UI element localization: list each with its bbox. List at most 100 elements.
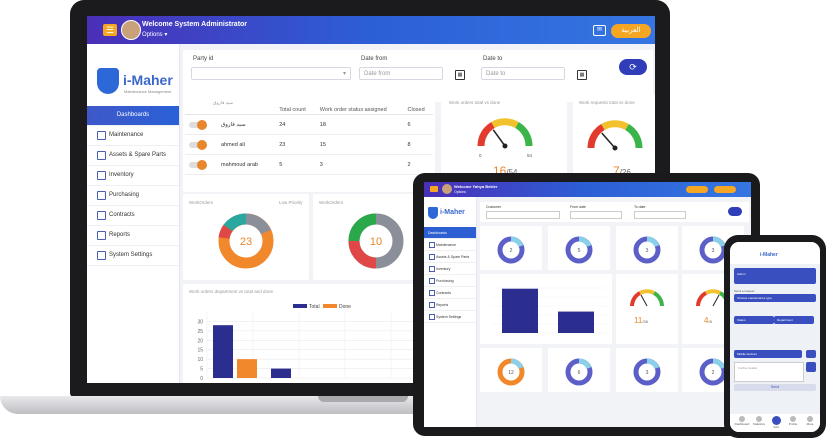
form-row[interactable]: Department bbox=[774, 316, 814, 324]
sidebar-item-maintenance[interactable]: Maintenance bbox=[87, 126, 179, 146]
tablet-sidebar: i-Maher Dashboards Maintenance Assets & Sp… bbox=[424, 197, 477, 427]
details-textarea[interactable]: Further details bbox=[734, 362, 804, 382]
options-dropdown[interactable]: Options bbox=[454, 190, 467, 194]
menu-icon[interactable]: ☰ bbox=[103, 24, 117, 36]
nav-icon bbox=[429, 242, 435, 248]
nav-icon bbox=[739, 416, 745, 422]
bottom-nav-dashboard[interactable]: Dashboard bbox=[734, 416, 750, 430]
calendar-icon[interactable]: ▦ bbox=[577, 70, 587, 80]
document-icon bbox=[97, 211, 106, 220]
form-row-label: Choose maintenance type bbox=[737, 296, 772, 300]
menu-icon[interactable] bbox=[430, 186, 438, 192]
customer-select[interactable] bbox=[486, 211, 560, 219]
form-row[interactable]: Choose maintenance type bbox=[734, 294, 816, 302]
sidebar-item-system-settings[interactable]: System Settings bbox=[424, 311, 476, 323]
nav-label: Add bbox=[773, 425, 779, 429]
sidebar-item-label: Assets & Spare Parts bbox=[436, 255, 470, 259]
bottom-nav-profile[interactable]: Profile bbox=[785, 416, 801, 430]
logo-icon bbox=[428, 207, 438, 219]
bar bbox=[558, 311, 594, 333]
sidebar-item-system-settings[interactable]: System Settings bbox=[87, 246, 179, 266]
bottom-nav-add[interactable]: Add bbox=[768, 416, 784, 430]
sidebar-item-maintenance[interactable]: Maintenance bbox=[424, 239, 476, 251]
sidebar-item-assets-spare-parts[interactable]: Assets & Spare Parts bbox=[424, 251, 476, 263]
sidebar-item-label: Dashboards bbox=[116, 112, 150, 118]
donut-center: 3 bbox=[712, 248, 715, 254]
sidebar-item-inventory[interactable]: Inventory bbox=[87, 166, 179, 186]
tablet-donut-card: 6 bbox=[548, 348, 610, 392]
tablet-filter-bar: Customer From date To date bbox=[480, 202, 749, 222]
cell-total: 24 bbox=[275, 114, 316, 135]
refresh-button[interactable] bbox=[728, 207, 742, 216]
table-row[interactable]: ahmed ali 23 15 8 bbox=[185, 134, 433, 155]
legend-label: Total bbox=[309, 304, 320, 310]
bottom-nav-statistics[interactable]: Statistics bbox=[751, 416, 767, 430]
brand-name: i-Maher bbox=[440, 209, 465, 216]
party-label: Party id bbox=[193, 56, 214, 62]
y-tick-label: 15 bbox=[197, 348, 203, 354]
table-row[interactable]: سيد فاروق 24 18 6 bbox=[185, 114, 433, 135]
language-button[interactable] bbox=[686, 186, 708, 193]
date-to-input[interactable]: Date to bbox=[481, 67, 565, 80]
options-dropdown[interactable]: Options ▾ bbox=[142, 32, 168, 38]
table-card-title: سيد فاروق bbox=[213, 100, 234, 105]
bar bbox=[237, 359, 257, 378]
date-from-input[interactable]: Date from bbox=[359, 67, 443, 80]
sidebar-item-contracts[interactable]: Contracts bbox=[424, 287, 476, 299]
message-icon[interactable]: ✉ bbox=[593, 25, 606, 36]
legend-label: Done bbox=[339, 304, 351, 310]
technician-name: سيد فاروق bbox=[221, 121, 246, 128]
sidebar-item-reports[interactable]: Reports bbox=[87, 226, 179, 246]
language-button[interactable]: العربية bbox=[611, 24, 651, 38]
cell-closed: 6 bbox=[403, 114, 433, 135]
nav-label: Dashboard bbox=[734, 422, 750, 426]
logout-button[interactable] bbox=[714, 186, 736, 193]
bottom-nav-more[interactable]: More bbox=[802, 416, 818, 430]
gauge-value: 4/8 bbox=[704, 316, 712, 325]
calendar-icon[interactable]: ▦ bbox=[455, 70, 465, 80]
donut-center: 3 bbox=[646, 370, 649, 376]
to-date-input[interactable] bbox=[634, 211, 686, 219]
sidebar-item-label: Purchasing bbox=[109, 192, 140, 198]
sidebar-item-inventory[interactable]: Inventory bbox=[424, 263, 476, 275]
brand-name: i-Maher bbox=[760, 252, 778, 258]
toggle-switch[interactable] bbox=[189, 161, 201, 168]
avatar[interactable] bbox=[121, 20, 141, 40]
send-button[interactable]: Send bbox=[734, 384, 816, 391]
filter-bar: Party id ▾ Date from Date from ▦ Date to… bbox=[183, 50, 653, 102]
row-avatar-cell: سيد فاروق bbox=[185, 114, 276, 135]
inventory-icon bbox=[97, 171, 106, 180]
donut-chart: 23 bbox=[218, 213, 274, 269]
sidebar-item-assets-spare-parts[interactable]: Assets & Spare Parts bbox=[87, 146, 179, 166]
sidebar-item-dashboards[interactable]: Dashboards bbox=[424, 227, 476, 239]
sidebar-item-label: Inventory bbox=[436, 267, 451, 271]
toggle-switch[interactable] bbox=[189, 141, 201, 148]
sidebar-item-purchasing[interactable]: Purchasing bbox=[87, 186, 179, 206]
cell-total: 5 bbox=[275, 154, 316, 175]
avatar[interactable] bbox=[442, 184, 452, 194]
sidebar-item-label: Reports bbox=[436, 303, 449, 307]
sidebar-item-dashboards[interactable]: Dashboards bbox=[87, 106, 179, 126]
refresh-button[interactable]: ⟳ bbox=[619, 59, 647, 75]
table-row[interactable]: mahmoud arab 5 3 2 bbox=[185, 154, 433, 175]
sidebar-item-reports[interactable]: Reports bbox=[424, 299, 476, 311]
cell-assigned: 15 bbox=[315, 134, 404, 155]
avatar bbox=[197, 139, 207, 150]
laptop-screen: ☰ Welcome System Administrator Options ▾… bbox=[87, 16, 655, 383]
camera-icon[interactable] bbox=[806, 362, 816, 372]
form-row-label: Status bbox=[737, 318, 746, 322]
sidebar-item-contracts[interactable]: Contracts bbox=[87, 206, 179, 226]
add-icon[interactable] bbox=[806, 350, 816, 358]
form-row[interactable]: Status bbox=[734, 316, 774, 324]
avatar bbox=[197, 119, 207, 130]
row-avatar-cell: ahmed ali bbox=[185, 134, 276, 155]
toggle-switch[interactable] bbox=[189, 121, 201, 128]
nav-icon bbox=[771, 416, 781, 425]
sidebar-item-label: Dashboards bbox=[428, 231, 447, 235]
from-date-input[interactable] bbox=[570, 211, 622, 219]
sidebar-item-purchasing[interactable]: Purchasing bbox=[424, 275, 476, 287]
party-select[interactable]: ▾ bbox=[191, 67, 351, 80]
table-header: Work order status assigned bbox=[315, 106, 404, 115]
request-label: Send a request bbox=[734, 289, 755, 293]
mobile-devices-row[interactable]: Mobile devices bbox=[734, 350, 802, 358]
